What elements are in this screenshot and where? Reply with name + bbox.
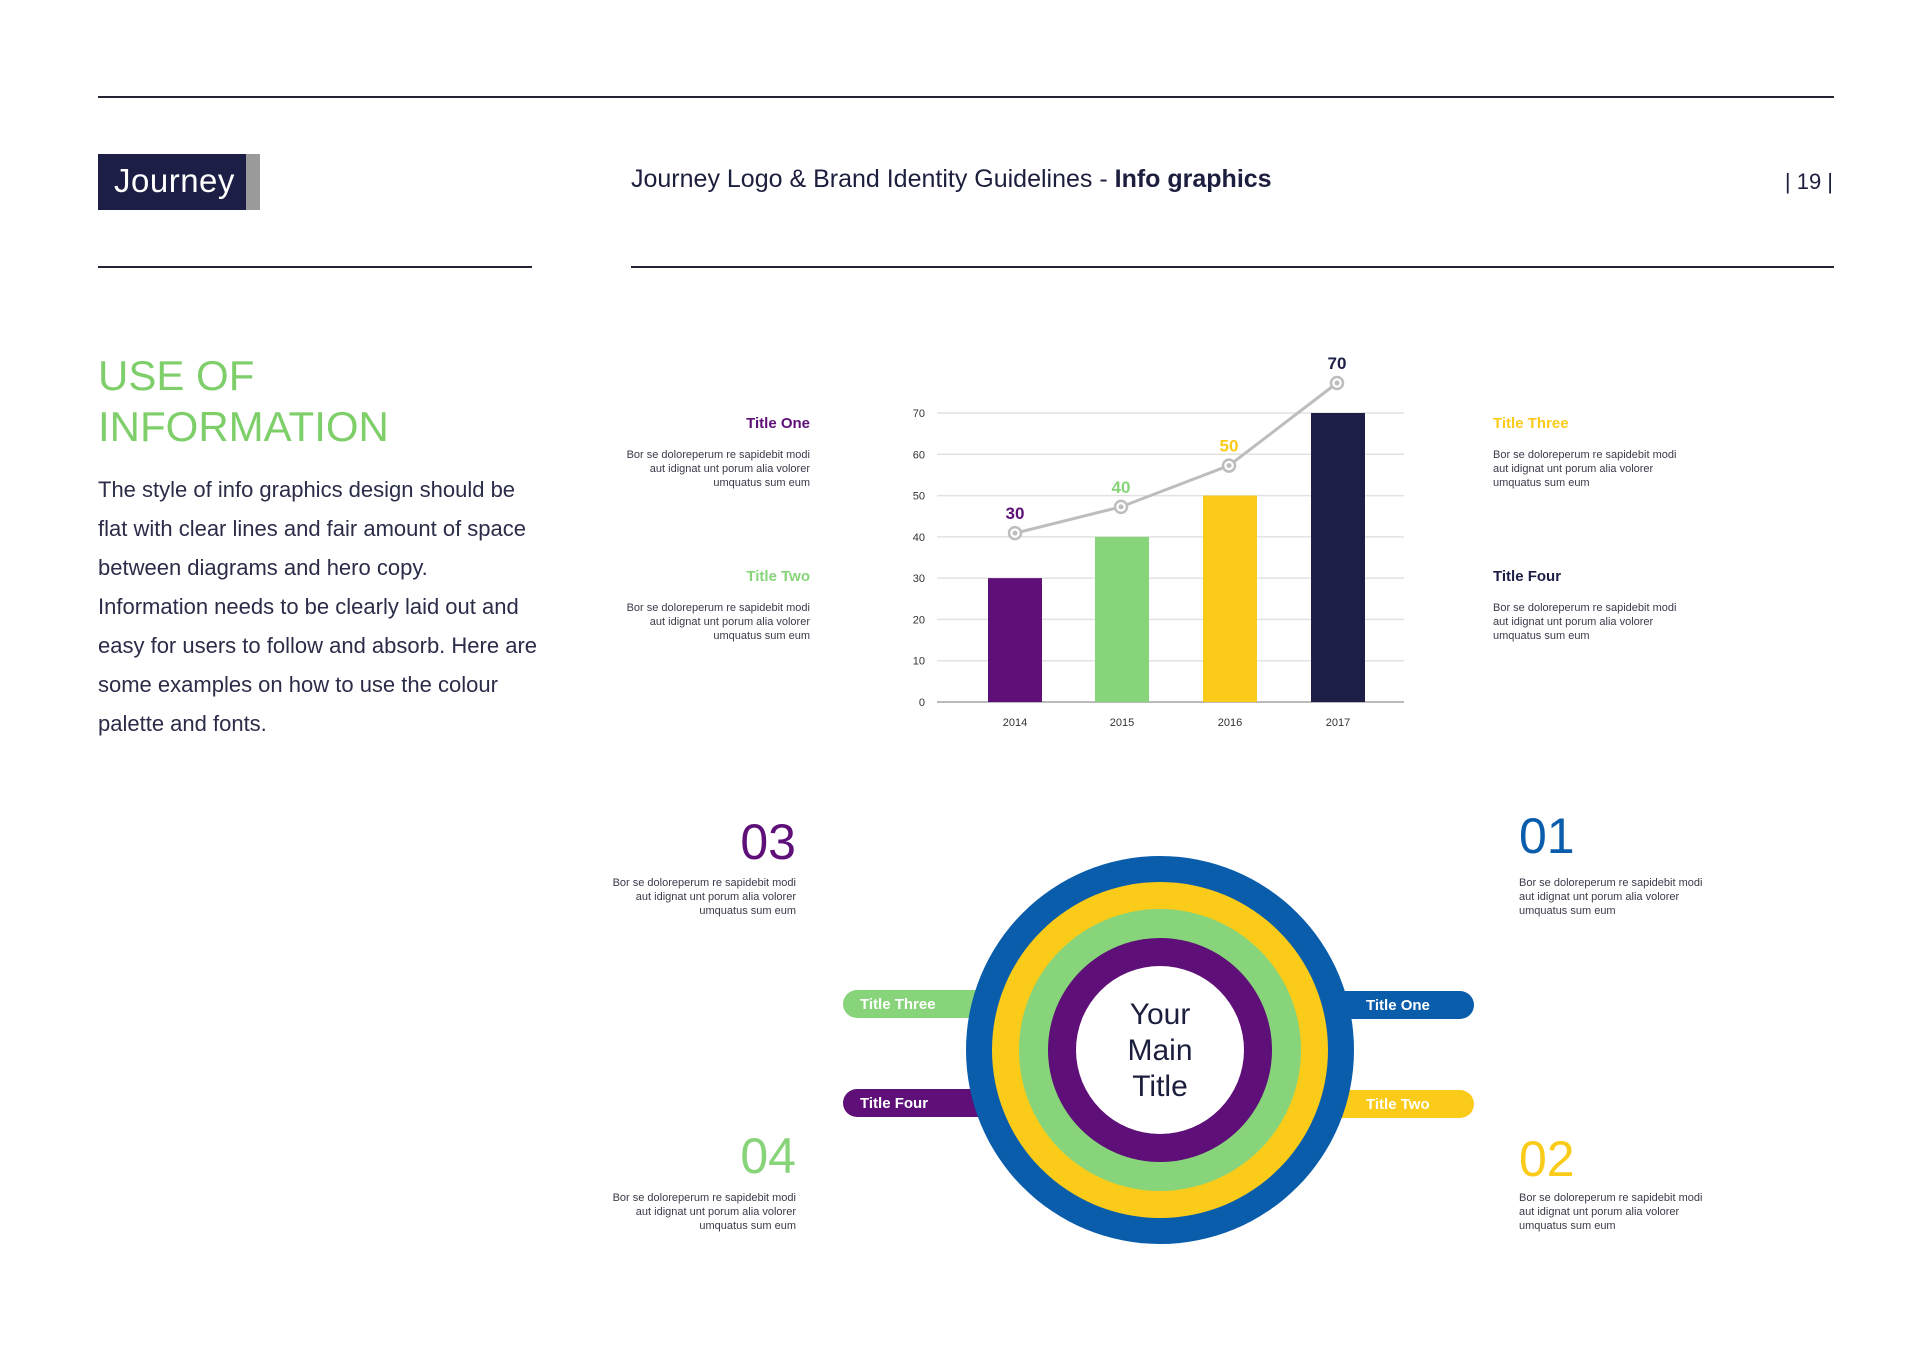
data-label-2014: 30 xyxy=(1006,504,1025,523)
title-bold: Info graphics xyxy=(1114,165,1272,193)
left-header-rule xyxy=(98,266,532,268)
bar-left-title-two: Title Two xyxy=(746,568,810,585)
logo-text: Journey xyxy=(114,162,235,199)
bar-right-desc-four: Bor se doloreperum re sapidebit modi aut… xyxy=(1493,602,1677,642)
trend-point-2017 xyxy=(1334,380,1340,386)
item-number-03: 03 xyxy=(740,814,796,870)
y-tick-label-30: 30 xyxy=(913,573,925,585)
tab-title-two-label: Title Two xyxy=(1366,1096,1430,1113)
center-title-line2: Main xyxy=(1127,1034,1192,1067)
y-tick-label-60: 60 xyxy=(913,449,925,461)
document-title: Journey Logo & Brand Identity Guidelines… xyxy=(631,165,1272,194)
bar-left-desc-two: Bor se doloreperum re sapidebit modi aut… xyxy=(626,602,810,642)
section-heading-line1: USE OF xyxy=(98,352,255,399)
title-prefix: Journey Logo & Brand Identity Guidelines… xyxy=(631,165,1115,193)
bar-left-desc-one: Bor se doloreperum re sapidebit modi aut… xyxy=(626,449,810,489)
bar-right-title-three: Title Three xyxy=(1493,415,1569,432)
trend-point-2014 xyxy=(1012,530,1018,536)
brand-logo: Journey xyxy=(98,154,260,210)
item-number-02: 02 xyxy=(1519,1131,1575,1187)
item-desc-04: Bor se doloreperum re sapidebit modi aut… xyxy=(612,1192,796,1232)
x-tick-label-2017: 2017 xyxy=(1326,717,1350,729)
bar-2017 xyxy=(1311,413,1365,702)
top-rule xyxy=(98,96,1834,98)
item-number-04: 04 xyxy=(740,1128,796,1184)
tab-title-four-label: Title Four xyxy=(860,1095,928,1112)
y-tick-label-20: 20 xyxy=(913,614,925,626)
y-tick-label-10: 10 xyxy=(913,656,925,668)
trend-point-2016 xyxy=(1226,463,1232,469)
y-tick-label-40: 40 xyxy=(913,532,925,544)
center-title-line3: Title xyxy=(1132,1070,1188,1103)
right-header-rule xyxy=(631,266,1834,268)
y-tick-label-70: 70 xyxy=(913,408,925,420)
data-label-2016: 50 xyxy=(1220,437,1239,456)
item-desc-02: Bor se doloreperum re sapidebit modi aut… xyxy=(1519,1192,1703,1232)
bar-right-desc-three: Bor se doloreperum re sapidebit modi aut… xyxy=(1493,449,1677,489)
tab-title-one-label: Title One xyxy=(1366,997,1430,1014)
trend-point-2015 xyxy=(1118,504,1124,510)
tab-title-three-label: Title Three xyxy=(860,996,936,1013)
x-tick-label-2015: 2015 xyxy=(1110,717,1134,729)
data-label-2017: 70 xyxy=(1328,354,1347,373)
y-tick-label-0: 0 xyxy=(919,697,925,709)
item-number-01: 01 xyxy=(1519,808,1575,864)
x-tick-label-2014: 2014 xyxy=(1003,717,1027,729)
item-desc-03: Bor se doloreperum re sapidebit modi aut… xyxy=(612,877,796,917)
section-body: The style of info graphics design should… xyxy=(98,477,538,736)
data-label-2015: 40 xyxy=(1112,478,1131,497)
bar-2014 xyxy=(988,578,1042,702)
item-desc-01: Bor se doloreperum re sapidebit modi aut… xyxy=(1519,877,1703,917)
bar-left-title-one: Title One xyxy=(746,415,810,432)
trend-line xyxy=(1014,381,1338,535)
bar-2015 xyxy=(1095,536,1149,702)
y-tick-label-50: 50 xyxy=(913,491,925,503)
section-heading: USE OF INFORMATION xyxy=(98,350,498,452)
bar-2016 xyxy=(1203,495,1257,702)
bar-right-title-four: Title Four xyxy=(1493,568,1562,585)
section-heading-line2: INFORMATION xyxy=(98,403,389,450)
x-tick-label-2016: 2016 xyxy=(1218,717,1242,729)
logo-shade xyxy=(246,154,260,210)
center-title-line1: Your xyxy=(1130,998,1191,1031)
center-circle xyxy=(1076,966,1244,1134)
page-number: | 19 | xyxy=(1784,169,1833,194)
